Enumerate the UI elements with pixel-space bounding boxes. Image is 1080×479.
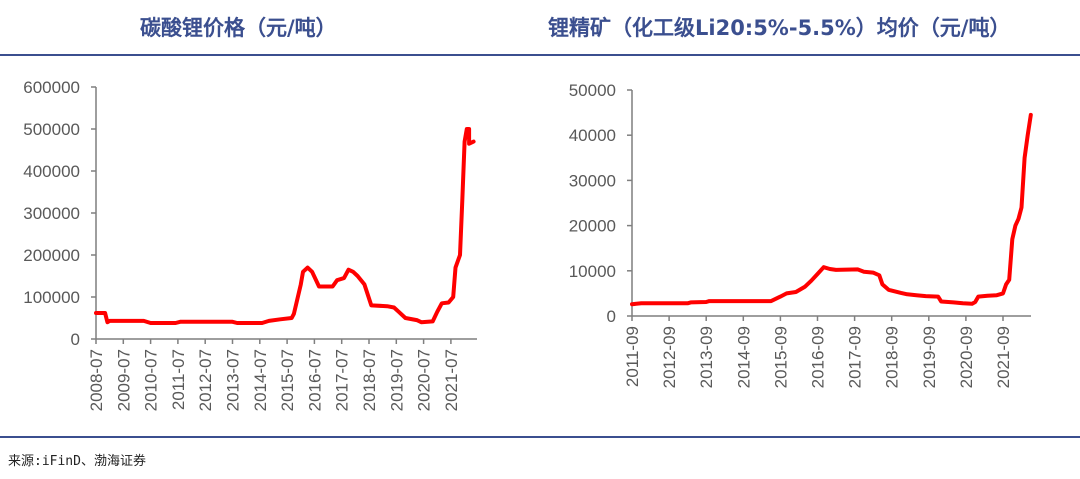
- header-divider: [0, 54, 1080, 56]
- x-tick-label: 2014-07: [251, 349, 270, 411]
- x-tick-label: 2021-09: [994, 326, 1013, 388]
- x-tick-label: 2012-07: [196, 349, 215, 411]
- series-line: [94, 127, 476, 325]
- x-tick-label: 2020-09: [957, 326, 976, 388]
- y-tick-label: 50000: [569, 81, 616, 100]
- x-tick-label: 2018-07: [360, 349, 379, 411]
- y-tick-label: 600000: [23, 78, 80, 97]
- y-tick-label: 200000: [23, 246, 80, 265]
- chart-title-lithium-concentrate: 锂精矿（化工级Li20:5%-5.5%）均价（元/吨）: [548, 16, 1011, 40]
- y-tick-label: 400000: [23, 162, 80, 181]
- x-tick-label: 2012-09: [660, 326, 679, 388]
- y-tick-label: 0: [607, 307, 616, 326]
- x-tick-label: 2013-07: [224, 349, 243, 411]
- x-tick-label: 2010-07: [142, 349, 161, 411]
- source-note: 来源:iFinD、渤海证券: [8, 454, 146, 469]
- y-tick-label: 20000: [569, 217, 616, 236]
- x-tick-label: 2017-09: [846, 326, 865, 388]
- x-tick-label: 2016-09: [809, 326, 828, 388]
- x-tick-label: 2011-09: [623, 326, 642, 387]
- y-tick-label: 40000: [569, 126, 616, 145]
- series-line: [630, 112, 1033, 307]
- y-tick-label: 30000: [569, 171, 616, 190]
- x-tick-label: 2021-07: [442, 349, 461, 411]
- chart-2: 0 10000 20000 30000 40000 50000 2011-09 2012-09…: [569, 81, 1033, 388]
- x-tick-label: 2019-07: [387, 349, 406, 411]
- chart-title-lithium-carbonate: 碳酸锂价格（元/吨）: [140, 16, 337, 40]
- x-tick-label: 2019-09: [920, 326, 939, 388]
- x-tick-label: 2020-07: [415, 349, 434, 411]
- x-tick-label: 2016-07: [305, 349, 324, 411]
- chart-1: 0 100000 200000 300000 400000 500000 600000 200…: [23, 78, 477, 411]
- x-tick-label: 2014-09: [734, 326, 753, 388]
- x-tick-label: 2017-07: [333, 349, 352, 411]
- x-tick-label: 2009-07: [114, 349, 133, 411]
- y-tick-label: 300000: [23, 204, 80, 223]
- x-tick-label: 2008-07: [87, 349, 106, 411]
- y-tick-label: 0: [71, 330, 80, 349]
- x-tick-label: 2011-07: [169, 349, 188, 410]
- x-tick-label: 2018-09: [883, 326, 902, 388]
- y-tick-label: 10000: [569, 262, 616, 281]
- y-tick-label: 100000: [23, 288, 80, 307]
- y-tick-label: 500000: [23, 120, 80, 139]
- x-tick-label: 2013-09: [697, 326, 716, 388]
- x-tick-label: 2015-07: [278, 349, 297, 411]
- x-tick-label: 2015-09: [771, 326, 790, 388]
- footer-divider: [0, 436, 1080, 438]
